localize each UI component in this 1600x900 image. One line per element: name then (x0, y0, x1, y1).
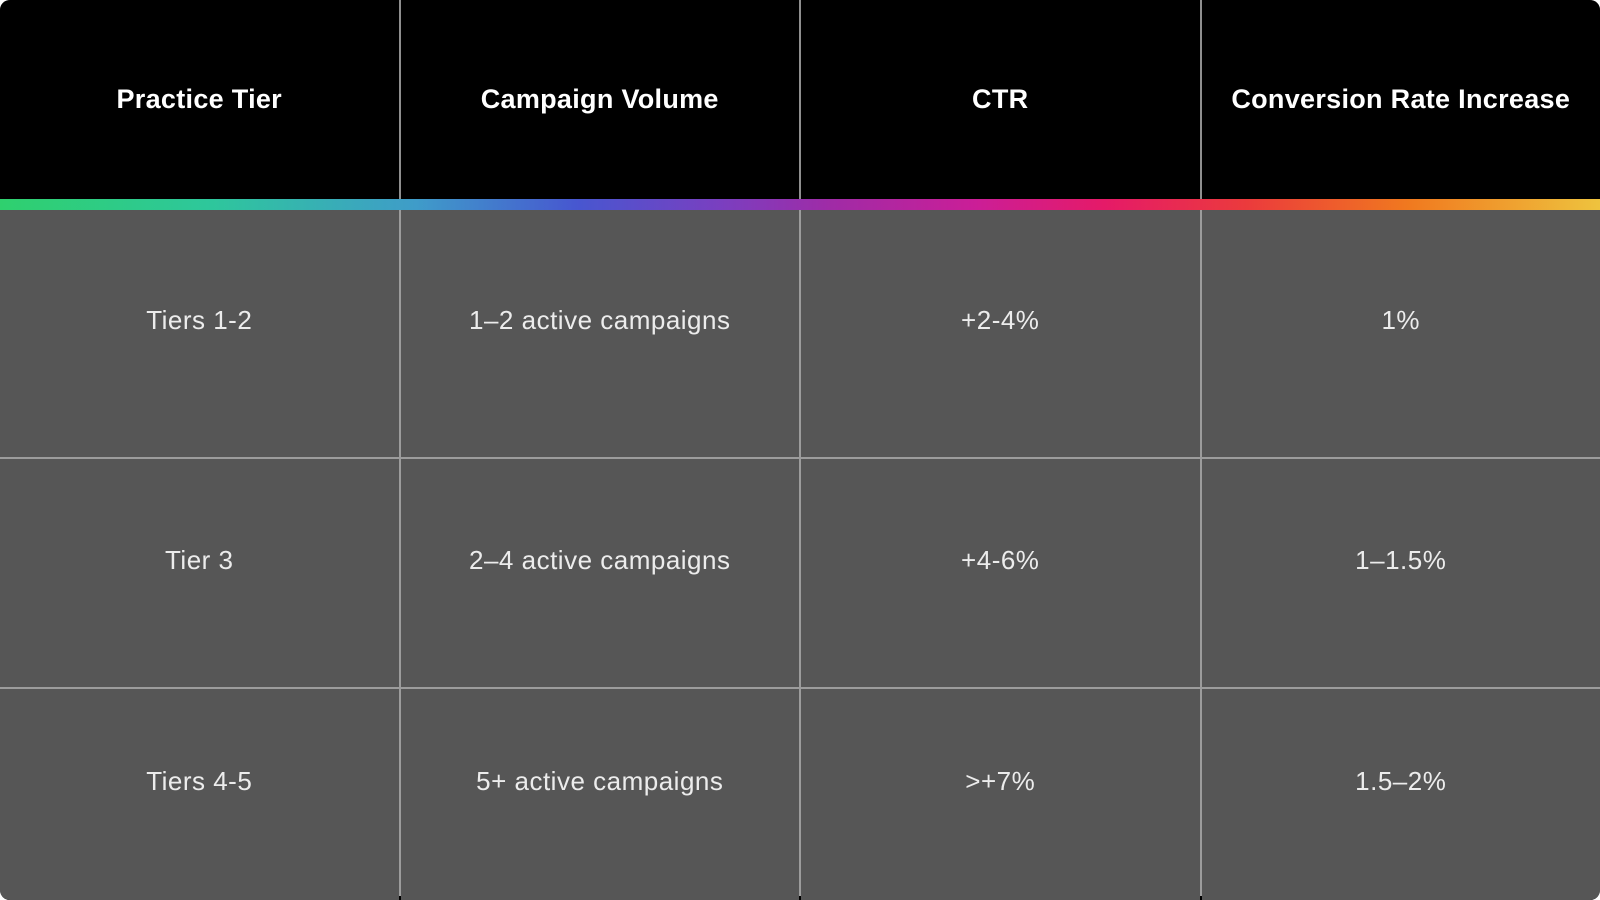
column-header-conversion-rate-increase: Conversion Rate Increase (1201, 0, 1600, 199)
table-body: Tiers 1-2 1–2 active campaigns +2-4% 1% … (0, 210, 1600, 900)
cell-campaign-volume: 1–2 active campaigns (400, 210, 799, 457)
cell-conversion-rate-increase: 1.5–2% (1201, 689, 1600, 900)
cell-campaign-volume: 2–4 active campaigns (400, 459, 799, 687)
cell-conversion-rate-increase: 1% (1201, 210, 1600, 457)
cell-campaign-volume: 5+ active campaigns (400, 689, 799, 900)
cell-conversion-rate-increase: 1–1.5% (1201, 459, 1600, 687)
cell-practice-tier: Tier 3 (0, 459, 399, 687)
cell-ctr: +4-6% (801, 459, 1200, 687)
rainbow-gradient-divider (0, 199, 1600, 210)
cell-ctr: +2-4% (801, 210, 1200, 457)
bottom-edge (0, 896, 1600, 900)
table-header-row: Practice Tier Campaign Volume CTR Conver… (0, 0, 1600, 199)
column-header-ctr: CTR (801, 0, 1200, 199)
column-header-practice-tier: Practice Tier (0, 0, 399, 199)
column-header-campaign-volume: Campaign Volume (400, 0, 799, 199)
cell-practice-tier: Tiers 4-5 (0, 689, 399, 900)
cell-ctr: >+7% (801, 689, 1200, 900)
cell-practice-tier: Tiers 1-2 (0, 210, 399, 457)
